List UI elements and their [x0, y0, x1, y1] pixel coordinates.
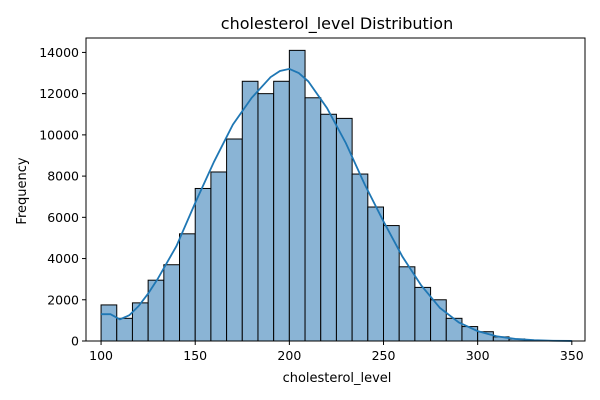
histogram-bars	[100, 49, 573, 342]
y-axis-ticks: 0 2000 4000 6000 8000 10000 12000 14000	[39, 45, 86, 349]
x-tick-label: 200	[277, 348, 301, 363]
y-tick-label: 14000	[39, 45, 79, 60]
kde-curve	[101, 67, 572, 342]
histogram-bar	[226, 138, 243, 342]
x-tick-label: 250	[372, 348, 396, 363]
histogram-bar	[241, 80, 259, 342]
histogram-bar	[320, 113, 337, 342]
histogram-bar	[461, 326, 479, 342]
histogram-bar	[257, 93, 275, 342]
x-tick-label: 300	[466, 348, 490, 363]
histogram-bar	[163, 264, 181, 342]
x-tick-label: 350	[560, 348, 584, 363]
y-tick-label: 10000	[39, 127, 79, 142]
chart-title: cholesterol_level Distribution	[221, 14, 453, 34]
histogram-bar	[288, 49, 306, 342]
x-axis-label: cholesterol_level	[283, 371, 392, 386]
histogram-bar	[116, 317, 133, 342]
histogram-bar	[304, 97, 322, 342]
histogram-bar	[351, 173, 369, 342]
y-tick-label: 8000	[47, 169, 79, 184]
histogram-bar	[445, 317, 463, 342]
y-tick-label: 6000	[47, 210, 79, 225]
y-tick-label: 2000	[47, 292, 79, 307]
x-tick-label: 100	[89, 348, 113, 363]
histogram-bar	[100, 304, 118, 342]
histogram-bar	[210, 171, 228, 342]
histogram-bar	[367, 206, 385, 342]
y-tick-label: 12000	[39, 86, 79, 101]
histogram-bar	[273, 80, 290, 342]
histogram-bar	[179, 233, 196, 342]
histogram-bar	[414, 286, 432, 342]
y-tick-label: 0	[71, 334, 79, 349]
x-axis-ticks: 100 150 200 250 300 350	[89, 341, 584, 363]
x-tick-label: 150	[183, 348, 207, 363]
y-tick-label: 4000	[47, 251, 79, 266]
y-axis-label: Frequency	[15, 157, 30, 224]
histogram-bar	[383, 225, 400, 342]
plot-frame	[85, 37, 586, 342]
histogram-bar	[194, 187, 212, 342]
histogram-bar	[398, 266, 416, 342]
